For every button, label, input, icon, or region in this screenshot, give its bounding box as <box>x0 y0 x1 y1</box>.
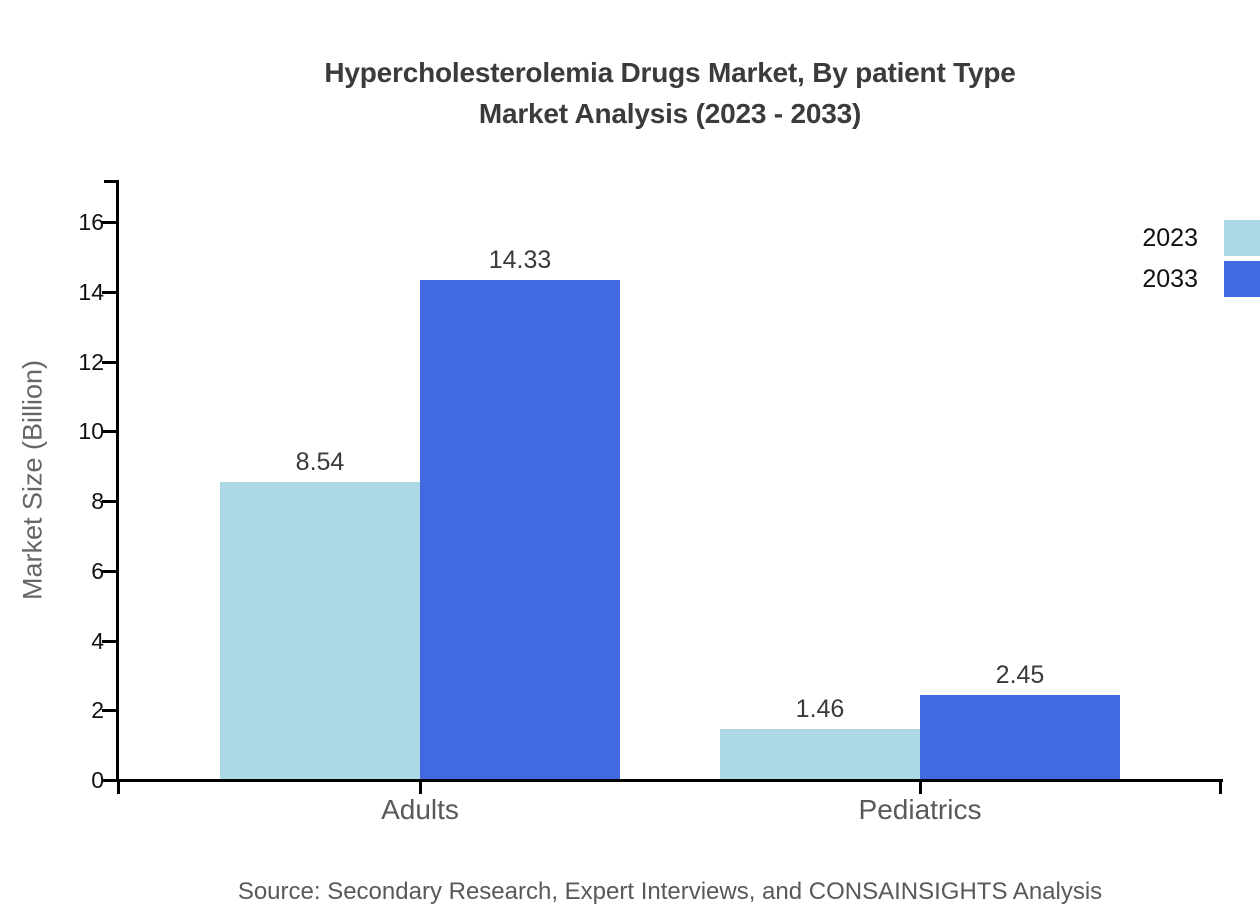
bar-2023-adults <box>220 482 420 779</box>
bar-value-label: 1.46 <box>795 695 845 724</box>
category-label-adults: Adults <box>381 794 459 825</box>
bar-2033-pediatrics <box>920 694 1120 779</box>
y-tick <box>102 221 116 224</box>
legend-swatch-2033 <box>1224 261 1260 297</box>
x-axis-spine <box>114 779 1223 782</box>
y-tick <box>102 500 116 503</box>
legend-label-2023: 2023 <box>1142 224 1198 252</box>
y-tick-label: 4 <box>91 627 104 654</box>
y-tick <box>102 779 116 782</box>
bar-value-label: 14.33 <box>488 246 552 275</box>
y-tick <box>102 569 116 573</box>
legend-swatch-2023 <box>1224 220 1260 256</box>
y-tick-label: 14 <box>78 278 104 305</box>
x-tick <box>919 781 922 794</box>
y-tick <box>102 290 116 294</box>
bar-value-label: 2.45 <box>995 660 1045 689</box>
y-tick-label: 0 <box>91 767 104 793</box>
y-tick-label: 2 <box>91 697 104 724</box>
y-tick-label: 16 <box>78 209 104 235</box>
y-tick <box>102 360 116 364</box>
y-tick <box>102 430 116 434</box>
y-axis-endcap-tick <box>104 180 116 183</box>
x-axis-end-tick <box>1219 781 1222 794</box>
y-tick-label: 10 <box>78 418 104 445</box>
y-tick-label: 6 <box>91 557 104 584</box>
bar-2023-pediatrics <box>720 729 920 779</box>
chart-title: Hypercholesterolemia Drugs Market, By pa… <box>324 52 1015 134</box>
source-note: Source: Secondary Research, Expert Inter… <box>237 878 1103 905</box>
x-axis-end-tick <box>117 781 120 794</box>
y-axis-spine <box>116 180 119 782</box>
x-tick <box>419 781 422 794</box>
y-tick-label: 12 <box>78 348 104 375</box>
y-tick <box>102 639 116 643</box>
chart-title-line1: Hypercholesterolemia Drugs Market, By pa… <box>324 57 1016 88</box>
y-tick <box>102 709 116 713</box>
y-tick-label: 8 <box>91 488 104 514</box>
bar-value-label: 8.54 <box>295 448 345 477</box>
category-label-pediatrics: Pediatrics <box>858 794 982 825</box>
bar-2033-adults <box>420 280 620 779</box>
chart-title-line2: Market Analysis (2023 - 2033) <box>478 98 862 129</box>
legend-label-2033: 2033 <box>1142 265 1198 293</box>
